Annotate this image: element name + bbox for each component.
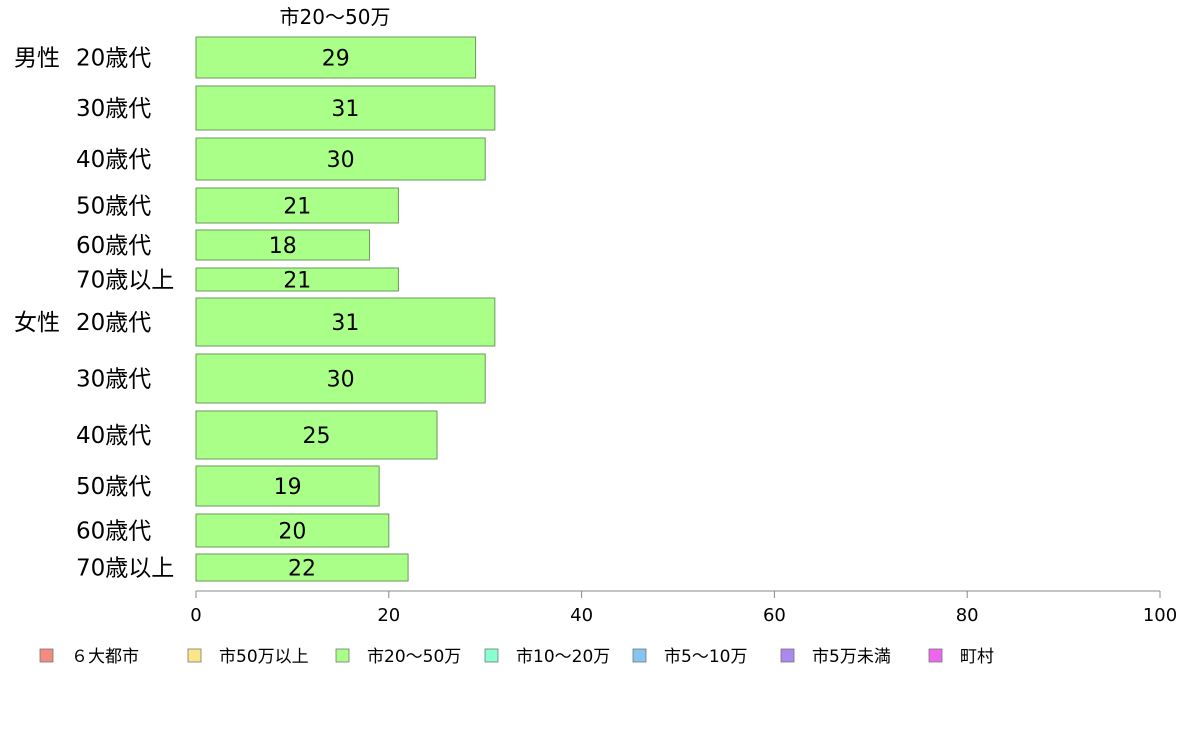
legend-swatch [484,648,499,663]
legend-swatch [39,648,54,663]
legend: ６大都市 市50万以上 市20～50万 市10～20万 市5～10万 市5万未満 町村 [39,647,994,667]
legend-swatch [632,648,647,663]
bar [195,137,486,181]
bar-value-label: 19 [274,475,302,500]
bar [195,85,496,131]
bar [195,465,380,507]
bar-value-label: 25 [303,424,331,449]
bar-value-label: 30 [327,368,355,393]
x-tick-label: 20 [377,605,400,626]
bar-value-label: 21 [283,195,311,220]
legend-label: ６大都市 [71,647,139,667]
bars-layer: 男性 20歳代 29 30歳代 31 40歳代 30 50歳代 21 60歳代 18 70歳以上 21 女… [14,36,496,582]
legend-label: 市5～10万 [664,647,747,667]
legend-label: 町村 [960,647,994,667]
legend-swatch [928,648,943,663]
category-label: 60歳代 [76,519,151,545]
legend-swatch [780,648,795,663]
category-label: 30歳代 [76,96,151,122]
category-label: 20歳代 [76,46,151,72]
legend-label: 市5万未満 [812,647,891,667]
category-label: 40歳代 [76,147,151,173]
group-label: 男性 [14,46,60,72]
category-label: 40歳代 [76,423,151,449]
x-tick-label: 80 [956,605,979,626]
legend-label: 市20～50万 [367,647,461,667]
bar [195,267,399,292]
category-label: 50歳代 [76,194,151,220]
x-tick-label: 100 [1143,605,1177,626]
category-label: 30歳代 [76,367,151,393]
bar-value-label: 31 [331,311,359,336]
x-tick-label: 0 [190,605,201,626]
bar-value-label: 22 [288,557,316,582]
legend-swatch [187,648,202,663]
bar-value-label: 29 [322,47,350,72]
bar [195,229,371,261]
bar [195,187,399,224]
bar-value-label: 20 [278,520,306,545]
category-label: 20歳代 [76,310,151,336]
legend-swatch [335,648,350,663]
x-tick-label: 60 [763,605,786,626]
legend-label: 市10～20万 [516,647,610,667]
x-axis: 0 20 40 60 80 100 [190,590,1177,626]
bar [195,553,409,582]
bar [195,513,390,548]
bar [195,36,477,79]
category-label: 60歳代 [76,233,151,259]
bar [195,297,496,347]
legend-label: 市50万以上 [219,647,309,667]
x-tick-label: 40 [570,605,593,626]
bar-value-label: 30 [327,148,355,173]
category-label: 50歳代 [76,474,151,500]
bar-value-label: 18 [269,234,297,259]
group-label: 女性 [14,310,60,336]
category-label: 70歳以上 [76,268,174,294]
category-label: 70歳以上 [76,556,174,582]
bar [195,353,486,404]
bar-value-label: 31 [331,97,359,122]
bar [195,410,438,460]
bar-value-label: 21 [283,269,311,294]
chart-title: 市20～50万 [280,5,391,29]
